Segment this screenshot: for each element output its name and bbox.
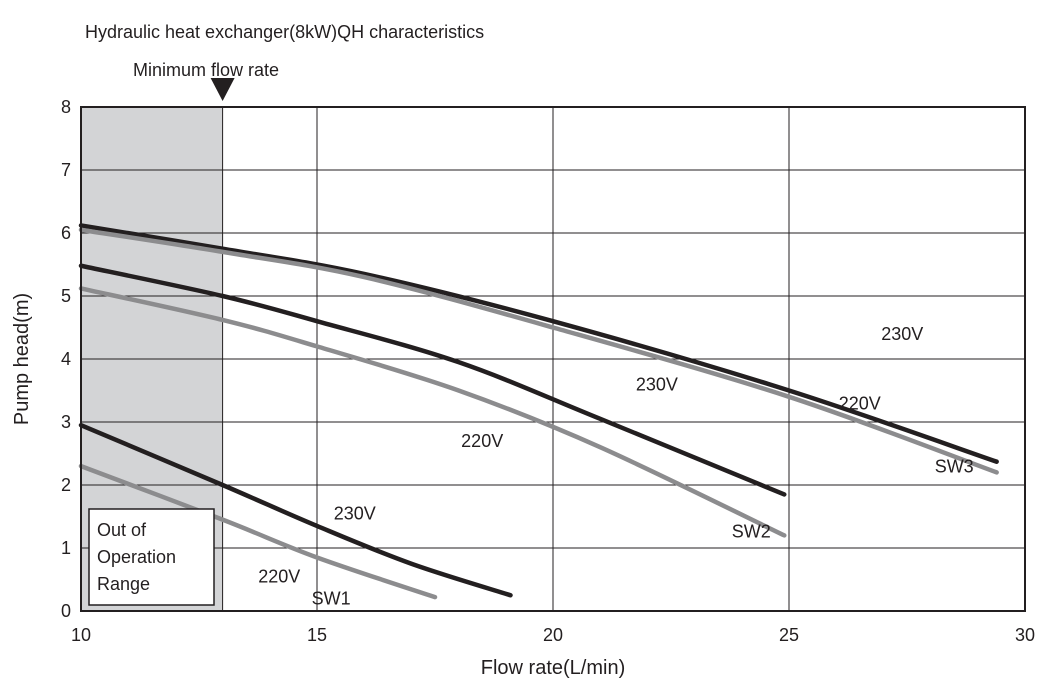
series-line: [78, 263, 787, 497]
plot-frame: [80, 106, 1026, 612]
curve-label: 230V: [881, 324, 923, 344]
y-tick-label: 5: [61, 286, 71, 306]
series-line: [78, 463, 438, 600]
out-of-range-label-line2: Operation: [97, 547, 176, 567]
series-line: [78, 227, 999, 475]
y-tick-label: 4: [61, 349, 71, 369]
y-tick-labels: 0 1 2 3 4 5 6 7 8: [61, 97, 71, 621]
minimum-flow-marker: [210, 78, 235, 101]
y-tick-label: 8: [61, 97, 71, 117]
x-tick-label: 10: [71, 625, 91, 645]
curve-label: SW2: [732, 521, 771, 541]
y-tick-label: 3: [61, 412, 71, 432]
series-line: [78, 422, 513, 598]
curve-label: SW1: [312, 589, 351, 609]
y-axis-label: Pump head(m): [11, 293, 33, 425]
y-tick-label: 0: [61, 601, 71, 621]
curve-label: 230V: [636, 375, 678, 395]
curve-label: 220V: [839, 393, 881, 413]
chart-title: Hydraulic heat exchanger(8kW)QH characte…: [85, 22, 484, 42]
y-tick-label: 7: [61, 160, 71, 180]
out-of-range-box: Out of Operation Range: [88, 508, 215, 606]
curve-label: 220V: [258, 567, 300, 587]
curve-label: 230V: [334, 504, 376, 524]
minimum-flow-label: Minimum flow rate: [133, 60, 279, 80]
x-tick-label: 30: [1015, 625, 1035, 645]
x-tick-labels: 10 15 20 25 30: [71, 625, 1035, 645]
curve-label: 220V: [461, 431, 503, 451]
x-tick-label: 15: [307, 625, 327, 645]
x-tick-label: 25: [779, 625, 799, 645]
grid-lines: [81, 107, 1025, 611]
y-tick-label: 2: [61, 475, 71, 495]
out-of-range-label-line1: Out of: [97, 520, 147, 540]
series-line: [78, 223, 999, 464]
curve-annotations: 230V 220V SW3 230V 220V SW2 230V 220V SW1: [258, 324, 973, 609]
curve-label: SW3: [935, 456, 974, 476]
x-axis-label: Flow rate(L/min): [481, 657, 625, 679]
y-tick-label: 6: [61, 223, 71, 243]
out-of-range-label-line3: Range: [97, 574, 150, 594]
curves: [78, 223, 999, 600]
y-tick-label: 1: [61, 538, 71, 558]
x-tick-label: 20: [543, 625, 563, 645]
series-line: [78, 286, 787, 538]
